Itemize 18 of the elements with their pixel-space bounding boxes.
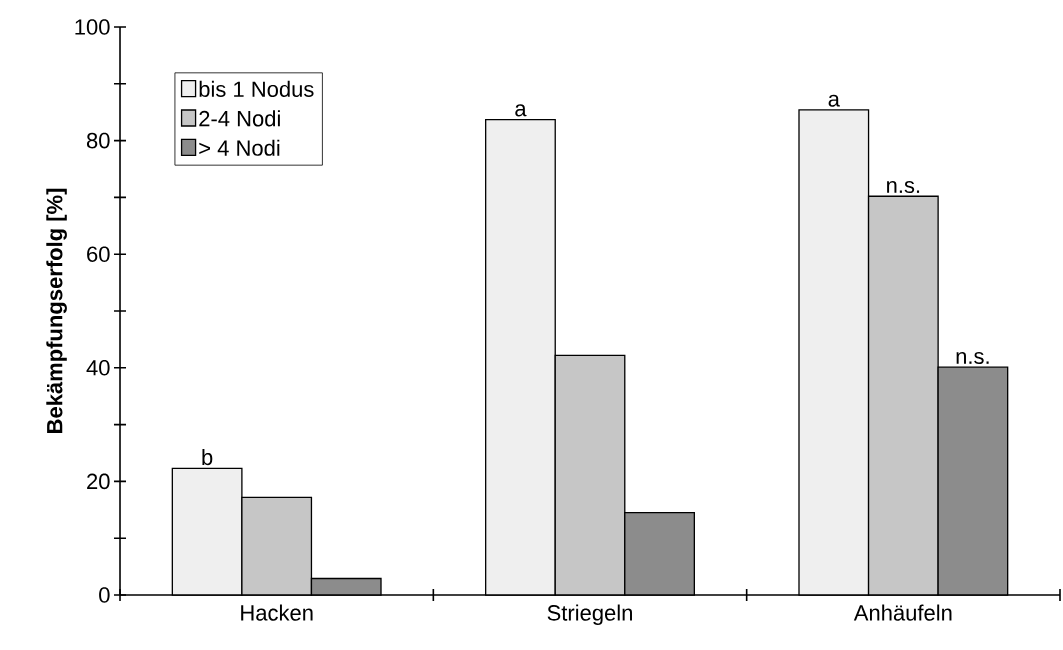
- y-tick-label: 80: [86, 132, 110, 149]
- y-tick-label: 60: [87, 246, 110, 262]
- y-tick-label: 20: [87, 473, 110, 490]
- legend-label: 2-4 Nodi: [199, 110, 280, 127]
- data-label: a: [515, 104, 527, 117]
- data-label: n.s.: [956, 351, 989, 365]
- data-label: n.s.: [887, 181, 920, 194]
- data-label: a: [828, 94, 840, 107]
- data-label: b: [202, 448, 213, 466]
- legend-label: bis 1 Nodus: [199, 80, 314, 97]
- legend-label: > 4 Nodi: [199, 139, 280, 156]
- y-tick-label: 100: [75, 19, 110, 35]
- x-tick-label: Striegeln: [547, 604, 632, 626]
- y-tick-label: 0: [99, 587, 110, 603]
- x-tick-label: Hacken: [241, 604, 313, 621]
- x-tick-label: Anhäufeln: [853, 604, 952, 621]
- y-axis-title: Bekämpfungserfolg [%]: [46, 188, 67, 433]
- y-tick-label: 40: [86, 359, 110, 376]
